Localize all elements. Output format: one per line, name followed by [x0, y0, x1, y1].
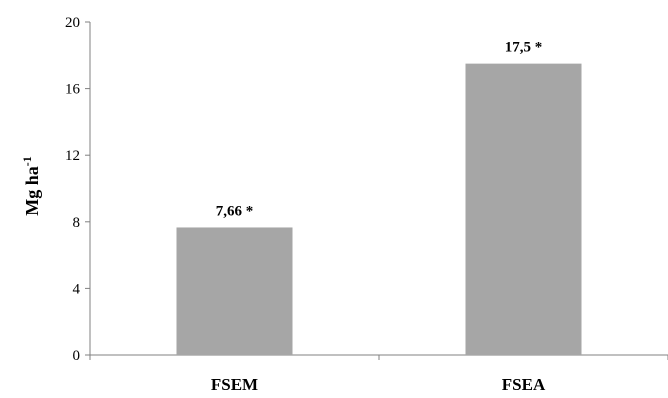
y-tick-label: 0 [73, 348, 81, 364]
bar-fsea [465, 63, 582, 355]
x-category-label: FSEA [502, 375, 546, 394]
data-label: 7,66 * [216, 203, 254, 219]
bars [176, 63, 582, 355]
data-label: 17,5 * [505, 40, 543, 56]
y-axis-label: Mg ha-1 [20, 156, 42, 216]
x-category-label: FSEM [211, 375, 258, 394]
y-tick-label: 8 [73, 215, 81, 231]
y-tick-label: 16 [65, 82, 81, 98]
y-tick-label: 4 [73, 281, 81, 297]
bar-fsem [176, 227, 293, 355]
y-tick-label: 20 [65, 15, 80, 31]
y-tick-label: 12 [65, 148, 80, 164]
labels: 7,66 * FSEM 17,5 * FSEA [211, 40, 546, 394]
